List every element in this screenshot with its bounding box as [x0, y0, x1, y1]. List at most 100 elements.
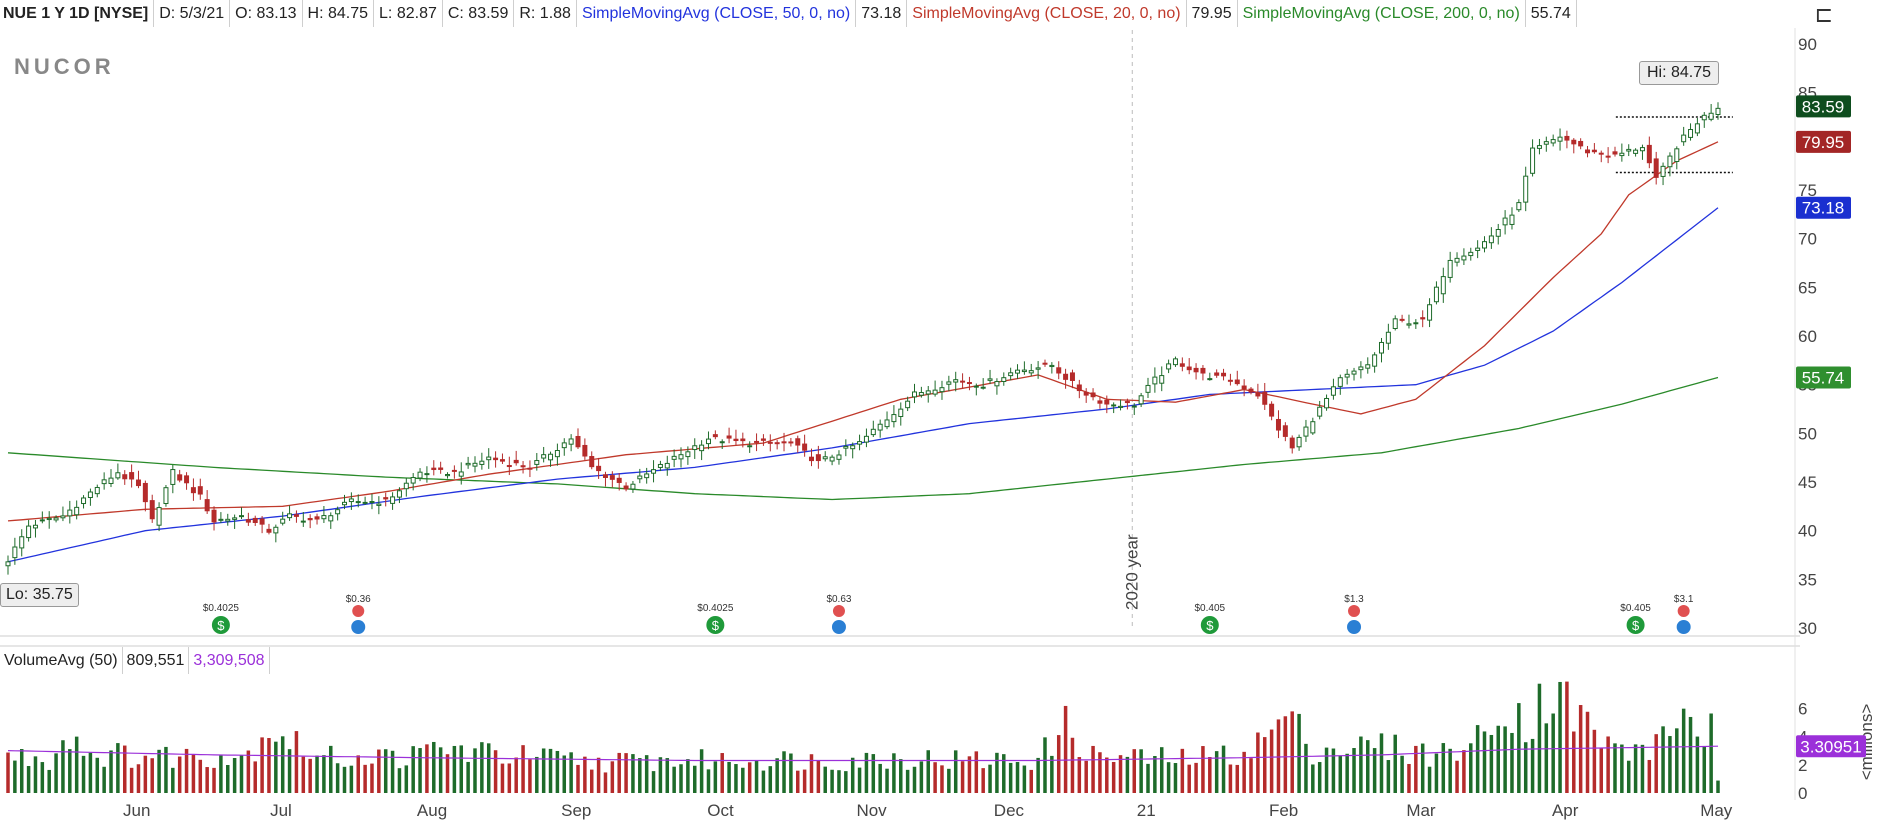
candle-body	[822, 456, 828, 460]
volume-bar	[1050, 755, 1054, 793]
candle-body	[396, 490, 402, 498]
volume-bar	[122, 745, 127, 793]
volume-bar	[1592, 729, 1597, 793]
candle-body	[1063, 373, 1069, 380]
candle-body	[1674, 148, 1680, 162]
volume-bar	[521, 745, 525, 793]
candle-body	[266, 528, 272, 533]
volume-bar	[33, 756, 38, 793]
candle-body	[1667, 155, 1673, 168]
volume-bar	[1091, 745, 1095, 793]
volume-bar	[864, 752, 869, 793]
candle-body	[499, 459, 505, 462]
volume-bar	[1214, 751, 1219, 793]
candle-body	[1166, 363, 1172, 370]
volume-bar	[624, 753, 628, 793]
candle-body	[575, 435, 581, 448]
ticker-label[interactable]: NUE 1 Y 1D [NYSE]	[0, 0, 155, 27]
volume-bar	[109, 750, 113, 793]
candle-body	[1591, 149, 1597, 153]
volume-bar	[809, 754, 814, 793]
candle-body	[1296, 436, 1302, 448]
volume-bar	[246, 750, 251, 793]
candle-body	[1042, 362, 1048, 365]
volume-bar	[1489, 734, 1494, 793]
candle-body	[1172, 358, 1178, 366]
candle-body	[774, 442, 780, 445]
candle-body	[760, 438, 766, 441]
sma20-tag: 79.95	[1802, 133, 1845, 152]
candle-body	[1337, 377, 1343, 387]
candle-body	[1097, 400, 1103, 404]
volume-bar	[1153, 756, 1157, 793]
volume-bar	[150, 758, 154, 793]
volume-bar	[164, 746, 168, 793]
dividend-icon	[1200, 616, 1219, 634]
sma200-label[interactable]: SimpleMovingAvg (CLOSE, 200, 0, no)	[1238, 0, 1526, 27]
candle-body	[156, 507, 162, 526]
x-tick-label: Dec	[994, 801, 1025, 820]
y-tick-label: 65	[1798, 278, 1817, 297]
volume-bar	[1386, 760, 1391, 793]
candle-body	[1516, 202, 1522, 211]
volume-bar	[1105, 757, 1109, 793]
candle-body	[135, 479, 141, 487]
candle-body	[664, 462, 670, 469]
volume-bar	[1235, 764, 1240, 793]
candle-body	[451, 469, 457, 472]
volume-bar	[1173, 763, 1178, 793]
earnings-amount: $0.63	[826, 594, 851, 605]
volume-bar	[706, 769, 711, 793]
earnings-amount: $1.3	[1344, 594, 1364, 605]
candle-body	[596, 465, 602, 472]
dividend-icon	[1626, 616, 1645, 634]
candle-body	[548, 453, 554, 461]
candle-body	[259, 518, 265, 525]
volume-bar	[905, 769, 910, 793]
candle-body	[1385, 331, 1391, 344]
candle-body	[1214, 372, 1220, 376]
candle-body	[1104, 399, 1110, 405]
candle-body	[568, 438, 574, 445]
candle-body	[1646, 144, 1652, 164]
candle-body	[541, 454, 547, 459]
candle-body	[1619, 152, 1625, 157]
candle-body	[966, 382, 972, 385]
volume-bar	[301, 756, 306, 793]
candle-body	[149, 500, 155, 520]
y-tick-label: 35	[1798, 570, 1817, 589]
volume-bar	[995, 752, 999, 793]
candle-body	[1076, 384, 1082, 392]
volume-bar	[54, 753, 58, 793]
candle-body	[60, 515, 66, 519]
volume-bar	[1262, 737, 1267, 793]
candle-body	[554, 450, 560, 458]
volume-bar	[1146, 763, 1150, 793]
collapse-icon[interactable]: ⊏	[1814, 2, 1833, 27]
candle-body	[287, 513, 293, 519]
candle-body	[973, 385, 979, 388]
candle-body	[705, 438, 711, 445]
volume-bar	[171, 767, 175, 793]
volume-tag-bg	[1796, 735, 1866, 758]
sma50-label[interactable]: SimpleMovingAvg (CLOSE, 50, 0, no)	[577, 0, 857, 27]
candle-body	[74, 506, 80, 516]
volume-bar	[1029, 769, 1034, 793]
candle-body	[1118, 405, 1124, 408]
sma50-line	[7, 207, 1719, 563]
candle-body	[307, 518, 313, 521]
candle-body	[328, 515, 334, 522]
dividend-icon	[211, 616, 230, 634]
candle-body	[1420, 317, 1426, 320]
candle-body	[1186, 366, 1192, 371]
volume-bar	[1201, 746, 1205, 793]
candle-body	[280, 518, 286, 524]
sma20-label[interactable]: SimpleMovingAvg (CLOSE, 20, 0, no)	[907, 0, 1187, 27]
earnings-info-icon	[1347, 620, 1362, 634]
candle-body	[1234, 379, 1240, 385]
candle-body	[12, 546, 18, 559]
y-tick-label: 45	[1798, 473, 1817, 492]
volume-avg-label[interactable]: VolumeAvg (50)	[0, 647, 123, 674]
volume-bar	[411, 746, 415, 793]
